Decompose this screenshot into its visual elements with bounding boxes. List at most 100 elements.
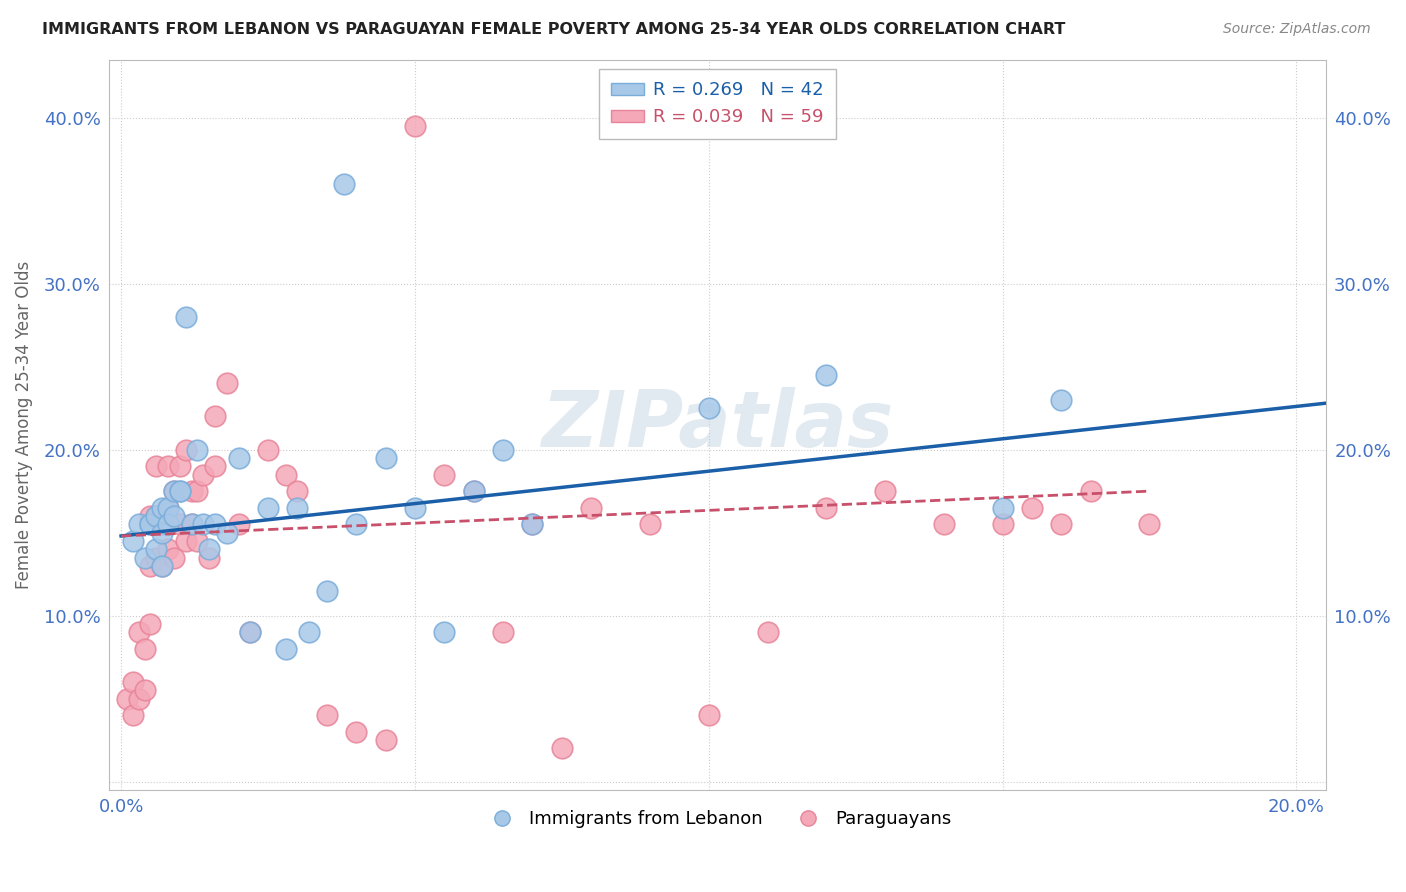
Point xyxy=(180,517,202,532)
Point xyxy=(174,442,197,457)
Point xyxy=(174,533,197,548)
Point xyxy=(1139,517,1161,532)
Point xyxy=(404,500,426,515)
Legend: Immigrants from Lebanon, Paraguayans: Immigrants from Lebanon, Paraguayans xyxy=(477,803,959,836)
Point xyxy=(121,708,143,723)
Point xyxy=(228,450,250,465)
Point xyxy=(139,509,162,524)
Point xyxy=(121,675,143,690)
Text: IMMIGRANTS FROM LEBANON VS PARAGUAYAN FEMALE POVERTY AMONG 25-34 YEAR OLDS CORRE: IMMIGRANTS FROM LEBANON VS PARAGUAYAN FE… xyxy=(42,22,1066,37)
Point xyxy=(157,517,180,532)
Point xyxy=(228,517,250,532)
Point xyxy=(128,625,150,640)
Point xyxy=(193,517,215,532)
Point xyxy=(150,517,173,532)
Point xyxy=(174,310,197,324)
Point xyxy=(274,467,297,482)
Point xyxy=(139,517,162,532)
Point xyxy=(1080,484,1102,499)
Point xyxy=(551,741,574,756)
Point xyxy=(433,467,456,482)
Point xyxy=(163,484,186,499)
Point xyxy=(433,625,456,640)
Point xyxy=(204,517,226,532)
Point xyxy=(150,558,173,573)
Point xyxy=(344,517,367,532)
Point xyxy=(204,409,226,424)
Point xyxy=(344,724,367,739)
Point xyxy=(145,509,167,524)
Point xyxy=(873,484,896,499)
Point xyxy=(815,368,838,382)
Point xyxy=(157,500,180,515)
Point xyxy=(756,625,779,640)
Point xyxy=(492,625,515,640)
Point xyxy=(180,484,202,499)
Y-axis label: Female Poverty Among 25-34 Year Olds: Female Poverty Among 25-34 Year Olds xyxy=(15,260,32,589)
Point xyxy=(215,525,238,540)
Point xyxy=(169,484,191,499)
Point xyxy=(1021,500,1043,515)
Point xyxy=(128,517,150,532)
Point xyxy=(463,484,485,499)
Point xyxy=(404,119,426,133)
Point xyxy=(697,401,720,416)
Point xyxy=(239,625,262,640)
Point xyxy=(298,625,321,640)
Point xyxy=(638,517,661,532)
Point xyxy=(139,558,162,573)
Point xyxy=(180,517,202,532)
Point xyxy=(139,517,162,532)
Point xyxy=(374,733,396,747)
Point xyxy=(115,691,138,706)
Point xyxy=(932,517,955,532)
Point xyxy=(522,517,544,532)
Text: ZIPatlas: ZIPatlas xyxy=(541,387,894,463)
Point xyxy=(145,550,167,565)
Point xyxy=(186,442,208,457)
Point xyxy=(287,500,309,515)
Point xyxy=(374,450,396,465)
Point xyxy=(463,484,485,499)
Point xyxy=(150,500,173,515)
Point xyxy=(198,550,221,565)
Point xyxy=(815,500,838,515)
Point xyxy=(145,542,167,557)
Point xyxy=(121,533,143,548)
Point xyxy=(492,442,515,457)
Point xyxy=(287,484,309,499)
Point xyxy=(157,542,180,557)
Point xyxy=(257,442,280,457)
Point xyxy=(145,459,167,474)
Point xyxy=(150,525,173,540)
Point xyxy=(315,708,337,723)
Point xyxy=(134,683,156,698)
Point xyxy=(315,583,337,598)
Point xyxy=(169,459,191,474)
Point xyxy=(150,558,173,573)
Point xyxy=(163,484,186,499)
Point xyxy=(991,500,1014,515)
Point xyxy=(186,484,208,499)
Point xyxy=(128,691,150,706)
Point xyxy=(145,509,167,524)
Point xyxy=(991,517,1014,532)
Point xyxy=(1050,517,1073,532)
Point xyxy=(193,467,215,482)
Point xyxy=(333,177,356,191)
Point xyxy=(239,625,262,640)
Point xyxy=(697,708,720,723)
Point xyxy=(186,533,208,548)
Point xyxy=(215,376,238,391)
Point xyxy=(274,641,297,656)
Point xyxy=(1050,392,1073,407)
Point xyxy=(163,509,186,524)
Point xyxy=(204,459,226,474)
Point xyxy=(134,641,156,656)
Point xyxy=(139,616,162,631)
Point xyxy=(157,459,180,474)
Point xyxy=(163,550,186,565)
Point xyxy=(522,517,544,532)
Point xyxy=(134,550,156,565)
Text: Source: ZipAtlas.com: Source: ZipAtlas.com xyxy=(1223,22,1371,37)
